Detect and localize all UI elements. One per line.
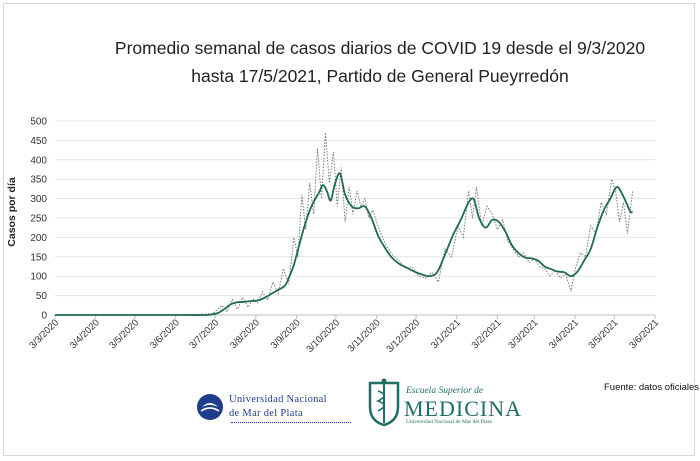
medicina-logo-line2: MEDICINA <box>404 396 522 421</box>
unmdp-logo-line1: Universidad Nacional <box>229 394 327 405</box>
unmdp-emblem-icon <box>197 394 223 420</box>
y-tick-label: 0 <box>41 311 47 322</box>
medicina-logo: Escuela Superior de MEDICINA Universidad… <box>366 377 521 427</box>
x-tick-label: 3/11/2020 <box>346 317 383 354</box>
y-tick-label: 150 <box>30 252 47 263</box>
y-tick-labels: 0 50 100 150 200 250 300 350 400 450 500 <box>30 117 47 322</box>
grid-layer <box>55 120 655 316</box>
unmdp-logo-rule <box>231 422 351 423</box>
y-tick-label: 500 <box>30 117 47 128</box>
y-tick-label: 350 <box>30 175 47 186</box>
series-line-weekly-average <box>55 172 634 316</box>
chart-subtitle: hasta 17/5/2021, Partido de General Puey… <box>191 66 569 86</box>
x-tick-label: 3/12/2020 <box>385 317 423 355</box>
series-layer <box>55 132 634 316</box>
y-tick-label: 400 <box>30 155 47 166</box>
x-tick-label: 3/6/2021 <box>627 317 661 351</box>
y-tick-label: 300 <box>30 194 47 205</box>
y-tick-label: 100 <box>30 272 47 283</box>
x-tick-label: 3/4/2021 <box>547 317 581 351</box>
x-tick-label: 3/3/2021 <box>506 317 540 351</box>
medicina-logo-line3: Universidad Nacional de Mar del Plata <box>406 419 492 425</box>
x-tick-label: 3/6/2020 <box>148 317 182 351</box>
x-tick-label: 3/8/2020 <box>228 317 262 351</box>
medicina-shield-icon <box>368 378 400 427</box>
medicina-logo-line1: Escuela Superior de <box>406 386 484 396</box>
y-tick-label: 50 <box>36 291 48 302</box>
y-tick-label: 200 <box>30 233 47 244</box>
x-tick-label: 3/1/2021 <box>429 317 463 351</box>
x-tick-label: 3/4/2020 <box>68 317 102 351</box>
x-tick-label: 3/10/2020 <box>304 317 342 355</box>
y-tick-label: 450 <box>30 136 47 147</box>
y-tick-label: 250 <box>30 214 47 225</box>
x-tick-label: 3/3/2020 <box>27 317 61 351</box>
chart-frame <box>3 3 695 456</box>
chart-title: Promedio semanal de casos diarios de COV… <box>114 38 646 58</box>
x-tick-label: 3/5/2020 <box>107 317 141 351</box>
y-axis-label: Casos por día <box>6 177 18 247</box>
x-tick-labels: 3/3/2020 3/4/2020 3/5/2020 3/6/2020 3/7/2020… <box>27 315 661 355</box>
x-tick-label: 3/5/2021 <box>586 317 620 351</box>
unmdp-logo-line2: de Mar del Plata <box>229 408 303 419</box>
x-tick-label: 3/9/2020 <box>269 317 303 351</box>
unmdp-logo: Universidad Nacional de Mar del Plata <box>195 388 355 424</box>
source-note: Fuente: datos oficiales <box>604 382 700 393</box>
x-tick-label: 3/7/2020 <box>187 317 221 351</box>
x-tick-label: 3/2/2021 <box>470 317 504 351</box>
